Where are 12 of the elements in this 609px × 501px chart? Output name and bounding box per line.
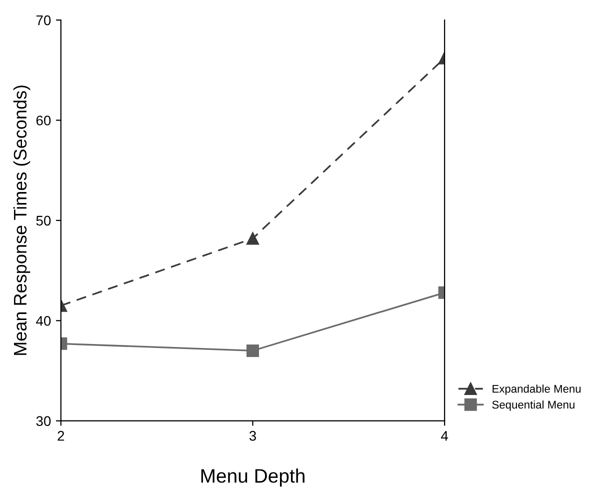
y-tick-label: 50: [36, 216, 51, 226]
legend-label: Expandable Menu: [492, 384, 581, 395]
x-tick-label: 2: [58, 430, 64, 441]
x-axis-title: Menu Depth: [201, 468, 304, 487]
x-tick-label: 4: [441, 431, 448, 441]
y-tick-label: 30: [36, 416, 51, 426]
y-axis-title: Mean Response Times (Seconds): [13, 86, 30, 355]
y-tick-label: 40: [36, 316, 51, 326]
y-tick-label: 60: [36, 116, 51, 126]
y-tick-label: 70: [36, 15, 51, 26]
legend-label: Sequential Menu: [492, 400, 574, 411]
x-tick-label: 3: [249, 430, 256, 441]
